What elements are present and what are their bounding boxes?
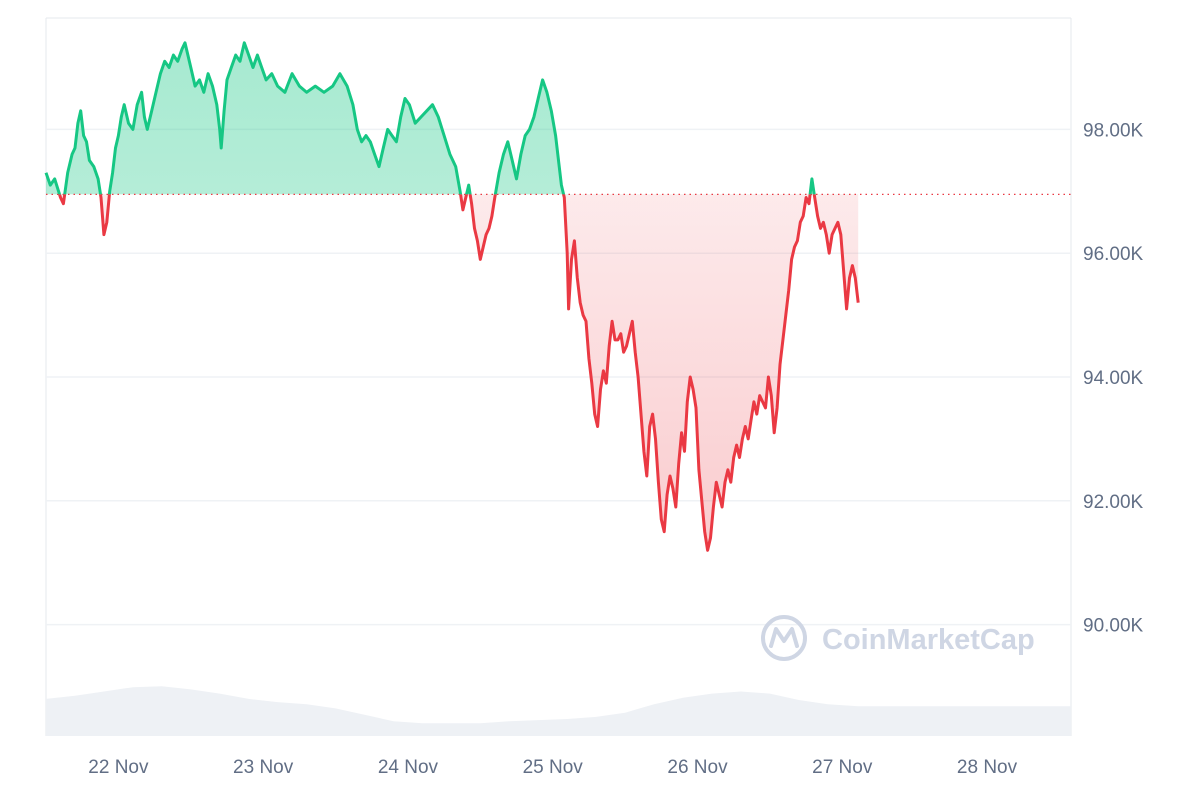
x-tick-label: 24 Nov — [378, 757, 439, 778]
y-tick-label: 98.00K — [1083, 120, 1144, 141]
area-above-baseline — [46, 42, 859, 195]
area-fill-layer — [46, 42, 859, 551]
y-tick-label: 96.00K — [1083, 244, 1144, 265]
price-line-down — [57, 194, 860, 552]
watermark-brand-text: CoinMarketCap — [822, 624, 1035, 656]
y-tick-label: 94.00K — [1083, 368, 1144, 389]
x-tick-label: 27 Nov — [812, 757, 873, 778]
x-tick-label: 28 Nov — [957, 757, 1018, 778]
x-tick-label: 26 Nov — [667, 757, 728, 778]
x-tick-label: 25 Nov — [523, 757, 584, 778]
x-axis-ticks: 22 Nov 23 Nov 24 Nov 25 Nov 26 Nov 27 Nov 28 N… — [88, 757, 1017, 778]
y-tick-label: 90.00K — [1083, 616, 1144, 637]
price-line-layer — [44, 41, 860, 552]
area-below-baseline — [59, 194, 859, 551]
grid-layer — [45, 17, 1072, 736]
x-tick-label: 22 Nov — [88, 757, 149, 778]
volume-layer — [46, 686, 1071, 736]
x-tick-label: 23 Nov — [233, 757, 294, 778]
price-line-up — [44, 41, 816, 195]
coinmarketcap-logo-icon — [761, 615, 807, 661]
y-axis-ticks: 90.00K 92.00K 94.00K 96.00K 98.00K — [1083, 120, 1144, 636]
coinmarketcap-watermark: CoinMarketCap — [761, 615, 1035, 661]
volume-area — [46, 686, 1071, 736]
y-tick-label: 92.00K — [1083, 492, 1144, 513]
